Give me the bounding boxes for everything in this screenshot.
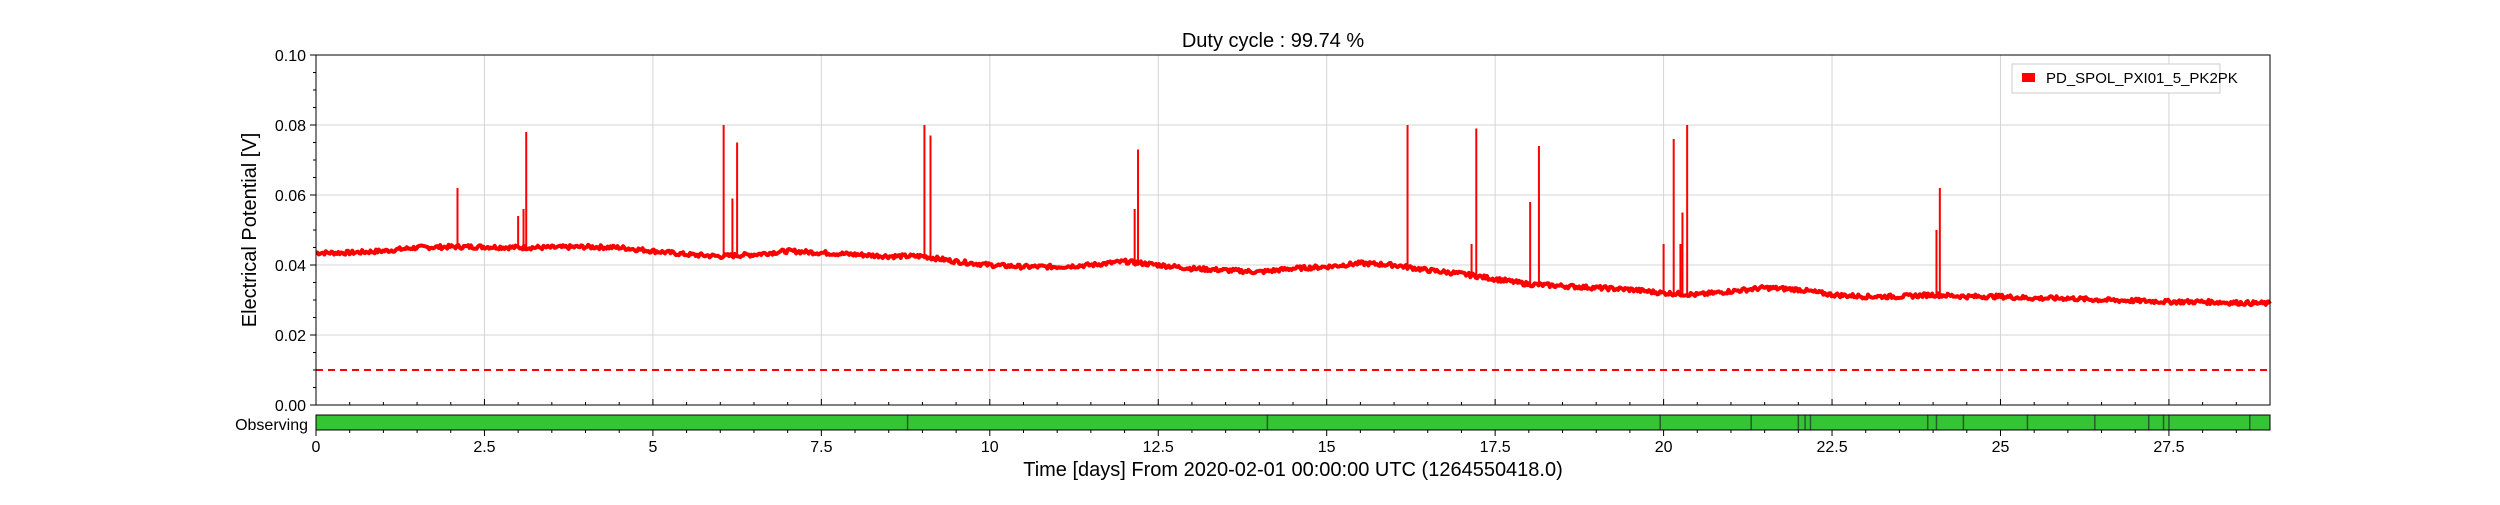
y-axis: 0.00 0.02 0.04 0.06 0.08 0.10 — [275, 48, 316, 415]
x-axis: 0 2.5 5 7.5 10 12.5 15 17.5 20 22.5 25 27.5 — [312, 399, 2237, 456]
series-layer — [315, 125, 2272, 307]
x-tick-label: 22.5 — [1816, 439, 1847, 456]
y-tick-label: 0.00 — [275, 398, 306, 415]
y-tick-label: 0.04 — [275, 258, 306, 275]
x-axis-label: Time [days] From 2020-02-01 00:00:00 UTC… — [1023, 459, 1563, 481]
legend-box — [2011, 63, 2221, 94]
y-tick-label: 0.08 — [275, 118, 306, 135]
legend: PD_SPOL_PXI01_5_PK2PK — [2011, 63, 2238, 94]
series-line — [315, 242, 2272, 307]
legend-label: PD_SPOL_PXI01_5_PK2PK — [2046, 70, 2238, 87]
y-tick-label: 0.10 — [275, 48, 306, 65]
y-tick-label: 0.06 — [275, 188, 306, 205]
x-tick-label: 17.5 — [1480, 439, 1511, 456]
observing-segment-bar — [316, 415, 2270, 430]
x-tick-label: 5 — [648, 439, 657, 456]
legend-swatch — [2022, 73, 2035, 82]
segments-panel — [315, 414, 2271, 431]
x-tick-label: 7.5 — [810, 439, 832, 456]
x-tick-label: 12.5 — [1143, 439, 1174, 456]
x-tick-label: 20 — [1655, 439, 1673, 456]
y-axis-label: Electrical Potential [V] — [239, 133, 261, 328]
x-tick-label: 25 — [1992, 439, 2010, 456]
chart-title: Duty cycle : 99.74 % — [1182, 30, 1365, 52]
grid — [315, 54, 2270, 406]
segments-label: Observing — [235, 417, 308, 434]
x-tick-label: 0 — [312, 439, 321, 456]
x-tick-label: 27.5 — [2153, 439, 2184, 456]
x-tick-label: 2.5 — [473, 439, 495, 456]
plot-frame — [315, 54, 2271, 406]
y-tick-label: 0.02 — [275, 328, 306, 345]
x-tick-label: 10 — [981, 439, 999, 456]
x-tick-label: 15 — [1318, 439, 1336, 456]
